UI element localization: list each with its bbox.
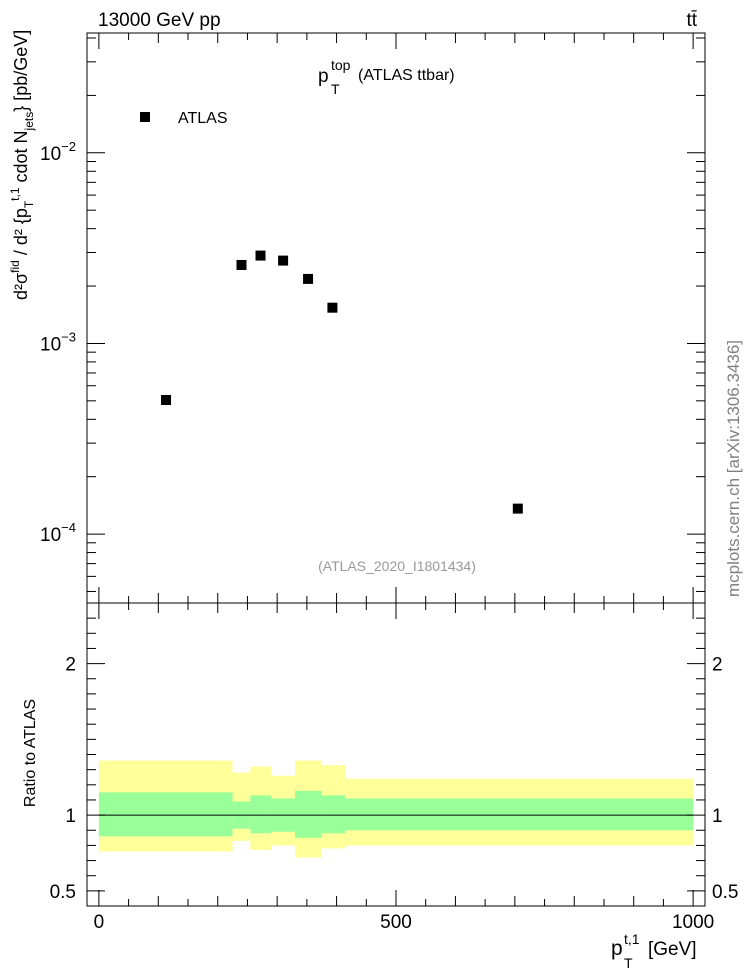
analysis-id: (ATLAS_2020_I1801434) xyxy=(318,558,476,574)
process-label: tt̄ xyxy=(686,10,697,31)
ratio-x-tick-label: 0 xyxy=(94,912,105,933)
plot-title-sub: T xyxy=(331,81,340,97)
main-y-tick-label: 10−4 xyxy=(40,520,76,546)
main-y-axis: 10−210−310−4 xyxy=(40,37,705,592)
x-axis-label-unit: [GeV] xyxy=(648,939,697,960)
main-series-atlas xyxy=(161,250,523,514)
plot-title-rest: (ATLAS ttbar) xyxy=(358,67,455,84)
inner-band xyxy=(294,790,322,838)
data-point xyxy=(303,273,314,284)
main-y-tick-label-base: 10 xyxy=(40,525,61,546)
main-x-ticks xyxy=(98,33,694,603)
x-axis-label-main: p xyxy=(611,937,623,960)
ratio-y-tick-label-right: 0.5 xyxy=(712,882,738,903)
data-point xyxy=(161,395,172,406)
ratio-y-label: Ratio to ATLAS xyxy=(22,699,39,807)
main-y-tick-label-exp: −2 xyxy=(61,139,76,154)
legend-label-atlas: ATLAS xyxy=(178,110,228,127)
ratio-y-tick-label: 0.5 xyxy=(50,882,76,903)
ratio-y-tick-label-right: 1 xyxy=(712,806,723,827)
main-panel: 10−210−310−4 p top T (ATLAS ttbar) ATLAS… xyxy=(8,30,706,604)
inner-band xyxy=(345,798,694,831)
inner-band xyxy=(250,795,272,834)
ratio-y-tick-label: 1 xyxy=(65,806,76,827)
ratio-panel: 0.5 0.5 1 1 2 2 0 500 1000 Ratio to ATLAS p t,1… xyxy=(22,602,738,971)
inner-band xyxy=(321,795,346,834)
main-y-axis-label: d²σfid / d² {pTt,1 cdot Njets} [pb/GeV] xyxy=(8,30,36,300)
ratio-x-tick-label: 1000 xyxy=(672,912,714,933)
data-point xyxy=(255,250,266,261)
main-y-tick-label-exp: −3 xyxy=(61,329,76,344)
main-y-tick-label-base: 10 xyxy=(40,334,61,355)
plot-title-sup: top xyxy=(331,57,351,73)
x-axis-label-sup: t,1 xyxy=(624,931,640,947)
plot-title-main: p xyxy=(318,66,329,87)
energy-label: 13000 GeV pp xyxy=(98,10,221,31)
plot-title: p xyxy=(318,66,329,87)
ratio-uncertainty-bands xyxy=(98,760,694,858)
main-y-tick-label-exp: −4 xyxy=(61,520,76,535)
main-y-tick-label-base: 10 xyxy=(40,144,61,165)
ratio-y-tick-label: 2 xyxy=(65,655,76,676)
ratio-y-tick-label-right: 2 xyxy=(712,655,723,676)
data-point xyxy=(278,255,289,266)
ratio-plot-frame xyxy=(86,602,706,907)
ratio-x-tick-label: 500 xyxy=(380,912,412,933)
ratio-x-axis: 0 500 1000 xyxy=(94,603,714,933)
legend-marker-atlas xyxy=(140,112,150,122)
main-y-tick-label: 10−2 xyxy=(40,139,76,165)
ratio-y-axis: 0.5 0.5 1 1 2 2 xyxy=(50,602,738,907)
main-y-tick-label: 10−3 xyxy=(40,329,76,355)
data-point xyxy=(512,503,523,514)
y-label-text: d²σfid / d² {pTt,1 cdot Njets} [pb/GeV] xyxy=(8,30,36,300)
inner-band xyxy=(98,792,233,837)
data-point xyxy=(327,302,338,313)
side-label: mcplots.cern.ch [arXiv:1306.3436] xyxy=(724,340,743,597)
data-point xyxy=(236,259,247,270)
x-axis-label-sub: T xyxy=(624,955,633,971)
